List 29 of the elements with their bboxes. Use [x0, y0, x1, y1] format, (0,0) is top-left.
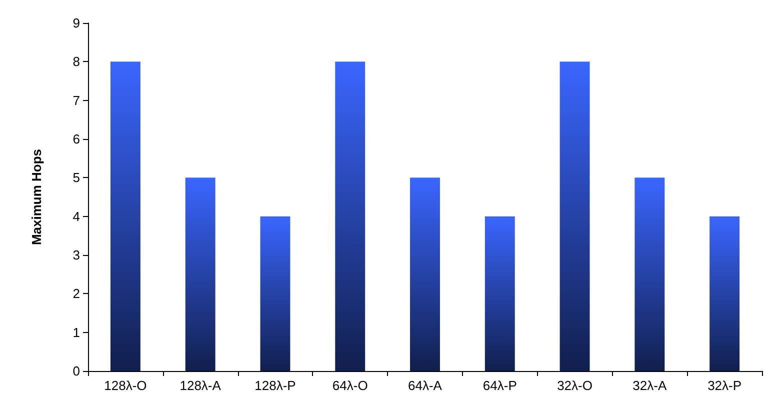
x-tick-label: 32λ-A [632, 378, 667, 393]
x-tick-label: 128λ-A [180, 378, 222, 393]
bar [335, 62, 366, 371]
y-tick-label: 7 [72, 92, 80, 108]
x-tick-label: 128λ-O [104, 378, 147, 393]
x-tick-label: 128λ-P [254, 378, 296, 393]
bar [710, 216, 740, 371]
bar [185, 178, 216, 371]
y-tick-label: 1 [72, 324, 80, 340]
y-tick-label: 5 [72, 170, 80, 186]
bar [260, 216, 290, 371]
y-tick-label: 0 [72, 364, 80, 378]
y-tick-label: 8 [72, 54, 80, 70]
bar [484, 216, 515, 371]
y-tick-label: 9 [72, 16, 80, 30]
y-tick-label: 4 [72, 208, 80, 224]
y-tick-label: 2 [72, 286, 80, 302]
x-tick-label: 64λ-P [482, 378, 517, 393]
x-tick-label: 64λ-O [332, 378, 368, 393]
bar [410, 178, 440, 371]
bar [634, 178, 665, 371]
bar [110, 62, 140, 371]
x-tick-label: 64λ-A [408, 378, 442, 393]
bar [560, 62, 590, 371]
x-tick-label: 32λ-O [557, 378, 592, 393]
x-tick-label: 32λ-P [708, 378, 742, 393]
y-axis-title: Maximum Hops [29, 148, 44, 246]
y-tick-label: 6 [72, 132, 80, 146]
y-tick-label: 3 [72, 248, 80, 262]
